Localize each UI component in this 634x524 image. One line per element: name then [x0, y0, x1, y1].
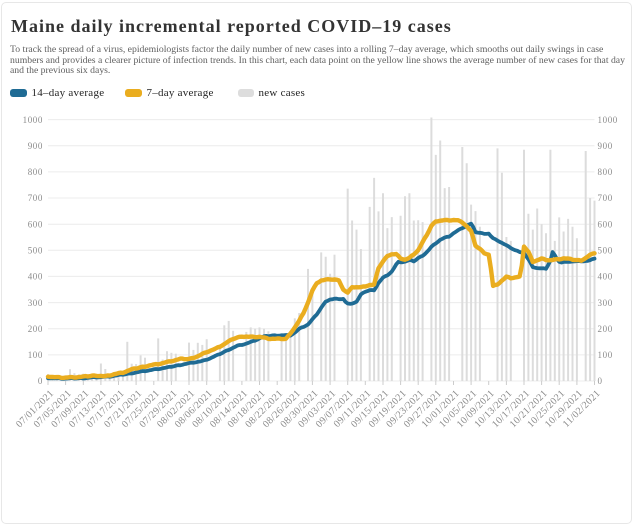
svg-text:0: 0	[598, 376, 603, 386]
svg-text:0: 0	[38, 376, 43, 386]
svg-text:400: 400	[28, 272, 43, 282]
svg-text:400: 400	[598, 272, 613, 282]
svg-text:200: 200	[28, 324, 43, 334]
svg-text:500: 500	[28, 246, 43, 256]
svg-text:200: 200	[598, 324, 613, 334]
svg-text:100: 100	[598, 350, 613, 360]
svg-text:1000: 1000	[598, 115, 618, 125]
svg-text:800: 800	[28, 167, 43, 177]
svg-text:900: 900	[598, 141, 613, 151]
svg-text:1000: 1000	[23, 115, 43, 125]
svg-text:600: 600	[598, 219, 613, 229]
svg-text:900: 900	[28, 141, 43, 151]
svg-text:700: 700	[598, 193, 613, 203]
svg-text:300: 300	[598, 298, 613, 308]
svg-text:500: 500	[598, 246, 613, 256]
svg-text:100: 100	[28, 350, 43, 360]
svg-text:300: 300	[28, 298, 43, 308]
svg-text:800: 800	[598, 167, 613, 177]
svg-text:700: 700	[28, 193, 43, 203]
svg-text:600: 600	[28, 219, 43, 229]
